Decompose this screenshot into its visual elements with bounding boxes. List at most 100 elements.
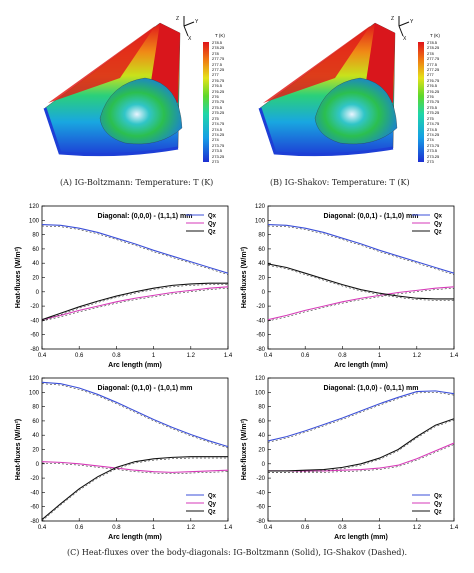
colorbar-tick-label: 275.25 bbox=[427, 110, 440, 116]
axis-label-z: Z bbox=[391, 16, 394, 22]
colorbar-tick-label: 274.75 bbox=[427, 121, 440, 127]
legend-label-qz: Qz bbox=[208, 230, 216, 236]
y-tick-label: 20 bbox=[258, 276, 265, 282]
x-tick-label: 1 bbox=[378, 353, 382, 359]
y-tick-label: 80 bbox=[258, 405, 265, 411]
y-tick-label: -40 bbox=[30, 318, 39, 324]
axis-label-y: Y bbox=[410, 19, 414, 25]
colorbar-gradient bbox=[418, 42, 424, 162]
x-tick-label: 0.8 bbox=[112, 525, 121, 531]
legend-label-qy: Qy bbox=[208, 222, 217, 228]
colorbar-ticks: 278.5 278.25 278 277.75 277.5 277.25 277 276.75… bbox=[212, 40, 242, 164]
series-line-dashed-qy bbox=[41, 462, 229, 475]
x-tick-label: 1.4 bbox=[450, 525, 459, 531]
x-tick-label: 0.6 bbox=[75, 353, 84, 359]
y-tick-label: 0 bbox=[36, 290, 40, 296]
y-axis-label: Heat-fluxes (W/m²) bbox=[15, 247, 22, 308]
series-line-dashed-qz bbox=[267, 265, 454, 301]
colorbar-tick-label: 278.25 bbox=[427, 45, 440, 51]
series-line-qy bbox=[268, 442, 455, 472]
legend-label-qz: Qz bbox=[208, 510, 216, 516]
colorbar-tick-label: 277 bbox=[427, 72, 434, 78]
series-line-qx bbox=[41, 381, 229, 448]
x-tick-label: 1.2 bbox=[413, 353, 422, 359]
y-tick-label: -80 bbox=[256, 347, 265, 353]
series-line-qy bbox=[41, 461, 229, 473]
colorbar-tick-label: 273.75 bbox=[427, 142, 440, 148]
axis-label-x: X bbox=[188, 36, 192, 40]
colorbar-tick-label: 278 bbox=[212, 50, 219, 56]
plot-frame bbox=[41, 377, 229, 522]
y-tick-label: 40 bbox=[32, 261, 39, 267]
colorbar-tick-label: 276.75 bbox=[212, 77, 225, 83]
heatflux-chart-diagonal-010-101: -80 -60 -40 -20 0 20 40 60 80 100 120 0.4 0.6 0.8 1 1.2… bbox=[15, 376, 233, 541]
colorbar-tick-label: 274.25 bbox=[212, 131, 225, 137]
legend-label-qy: Qy bbox=[434, 222, 443, 228]
colorbar-tick-label: 275.5 bbox=[427, 104, 438, 110]
colorbar-tick-label: 273.25 bbox=[212, 153, 225, 159]
y-tick-label: 20 bbox=[32, 276, 39, 282]
y-tick-label: 60 bbox=[32, 247, 39, 253]
series-line-qz bbox=[41, 282, 228, 321]
series-line-dashed-qz bbox=[41, 457, 228, 522]
colorbar-shakov: T (K) 278.5 278.25 278 277.75 277.5 277.25 277… bbox=[418, 33, 458, 168]
colorbar-tick-label: 274.25 bbox=[427, 131, 440, 137]
colorbar-tick-label: 278.5 bbox=[427, 40, 438, 45]
chart-title: Diagonal: (0,0,1) - (1,1,0) mm bbox=[324, 213, 419, 220]
series-line-qz bbox=[41, 456, 228, 520]
colorbar-gradient bbox=[203, 42, 209, 162]
colorbar-title: T (K) bbox=[215, 33, 225, 38]
series-line-qz bbox=[268, 418, 455, 472]
series-line-qx bbox=[267, 224, 455, 274]
y-tick-label: -80 bbox=[30, 347, 39, 353]
series-line-qy bbox=[267, 286, 455, 321]
x-axis-label: Arc length (mm) bbox=[108, 362, 162, 369]
legend-label-qz: Qz bbox=[434, 230, 442, 236]
series-line-dashed-qz bbox=[268, 419, 455, 473]
colorbar-tick-label: 276 bbox=[212, 94, 219, 100]
y-tick-label: 100 bbox=[255, 218, 266, 224]
y-tick-label: 0 bbox=[36, 462, 40, 468]
x-tick-label: 0.6 bbox=[301, 353, 310, 359]
axis-label-z: Z bbox=[176, 16, 179, 22]
colorbar-tick-label: 276.5 bbox=[427, 83, 438, 89]
axes-triad-shakov: Z Y X bbox=[385, 12, 417, 42]
y-tick-label: 120 bbox=[255, 376, 266, 382]
y-tick-label: 100 bbox=[255, 390, 266, 396]
y-tick-label: 80 bbox=[32, 233, 39, 239]
series-line-dashed-qy bbox=[268, 444, 455, 473]
x-tick-label: 1.2 bbox=[413, 525, 422, 531]
x-tick-label: 0.6 bbox=[301, 525, 310, 531]
colorbar-tick-label: 277.75 bbox=[427, 56, 440, 62]
x-tick-label: 0.8 bbox=[338, 353, 347, 359]
y-tick-label: 80 bbox=[258, 233, 265, 239]
colorbar-tick-label: 275.5 bbox=[212, 104, 223, 110]
colorbar-tick-label: 274.5 bbox=[212, 126, 223, 132]
series-line-dashed-qx bbox=[267, 392, 455, 443]
heatflux-chart-diagonal-001-110: -80 -60 -40 -20 0 20 40 60 80 100 120 0.4 0.6 0.8 1 1.2… bbox=[241, 204, 459, 369]
x-axis-label: Arc length (mm) bbox=[334, 534, 388, 541]
y-tick-label: -20 bbox=[30, 304, 39, 310]
y-tick-label: 0 bbox=[262, 290, 266, 296]
y-tick-label: -80 bbox=[30, 519, 39, 525]
axis-label-y: Y bbox=[195, 19, 199, 25]
series-line-qy bbox=[41, 286, 229, 321]
colorbar-tick-label: 277.5 bbox=[212, 61, 223, 67]
y-tick-label: -20 bbox=[256, 476, 265, 482]
series-line-dashed-qz bbox=[41, 284, 228, 322]
legend-label-qy: Qy bbox=[434, 502, 443, 508]
colorbar-tick-label: 275.75 bbox=[427, 99, 440, 105]
axes-triad-boltzmann: Z Y X bbox=[170, 12, 202, 42]
legend-label-qz: Qz bbox=[434, 510, 442, 516]
colorbar-title: T (K) bbox=[430, 33, 440, 38]
x-tick-label: 0.4 bbox=[264, 353, 273, 359]
y-tick-label: 40 bbox=[258, 433, 265, 439]
y-axis-label: Heat-fluxes (W/m²) bbox=[15, 419, 22, 480]
plot-frame bbox=[267, 205, 455, 350]
plot-frame bbox=[267, 377, 455, 522]
colorbar-tick-label: 274 bbox=[427, 137, 434, 143]
y-tick-label: 120 bbox=[255, 204, 266, 210]
series-line-dashed-qx bbox=[267, 225, 455, 275]
colorbar-tick-label: 273.75 bbox=[212, 142, 225, 148]
x-tick-label: 0.6 bbox=[75, 525, 84, 531]
